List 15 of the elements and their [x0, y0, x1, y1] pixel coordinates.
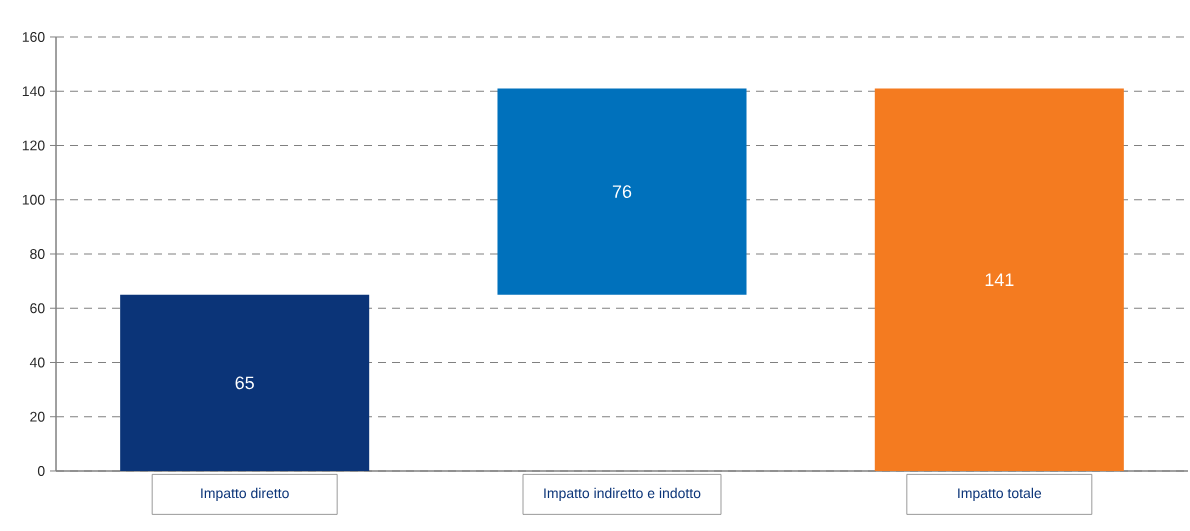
x-tick-label: Impatto diretto: [201, 487, 289, 501]
y-tick-label: 140: [22, 86, 45, 97]
data-label: 141: [985, 273, 1014, 286]
y-tick-label: 40: [29, 357, 45, 368]
y-tick-label: 120: [22, 140, 45, 151]
data-label: 76: [612, 185, 632, 198]
x-tick-label: Impatto indiretto e indotto: [544, 487, 701, 501]
data-label: 65: [235, 376, 254, 390]
y-tick-label: 0: [37, 466, 45, 476]
x-tick-label: Impatto totale: [958, 487, 1042, 501]
y-tick-label: 100: [22, 194, 45, 205]
y-tick-label: 160: [22, 32, 45, 42]
y-tick-label: 20: [30, 411, 45, 422]
y-tick-label: 60: [30, 303, 45, 314]
y-tick-label: 80: [30, 249, 45, 259]
